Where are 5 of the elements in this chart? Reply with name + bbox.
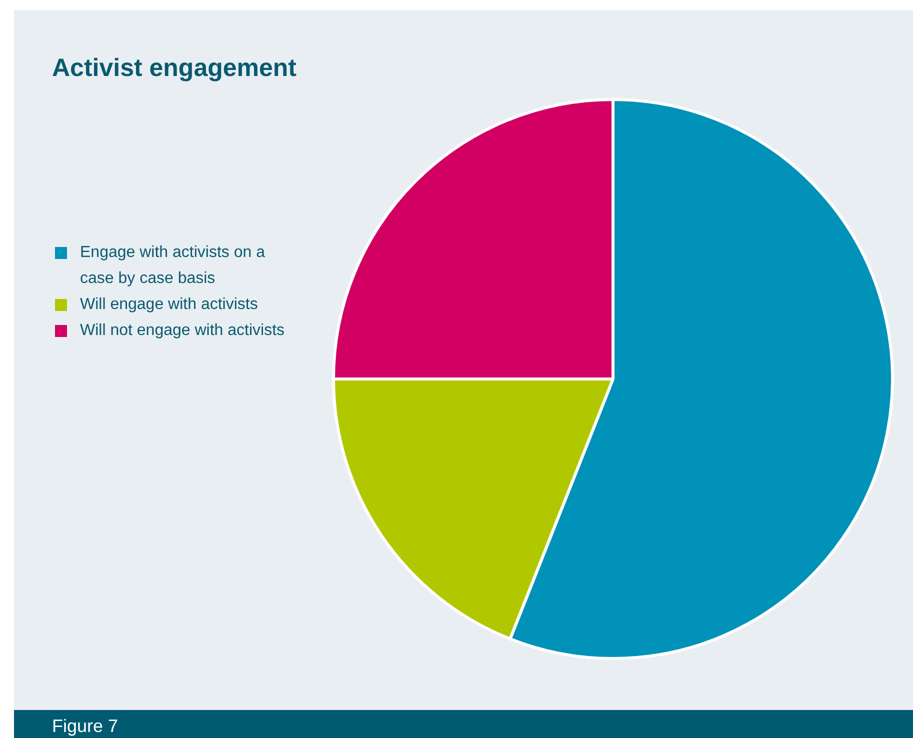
legend-label: Will not engage with activists — [79, 321, 286, 341]
chart-title: Activist engagement — [52, 54, 297, 83]
legend-label: Engage with activists on a case by case basis — [79, 243, 266, 289]
caption: Figure 7 — [52, 716, 118, 737]
legend-label: Will engage with activists — [79, 295, 259, 315]
